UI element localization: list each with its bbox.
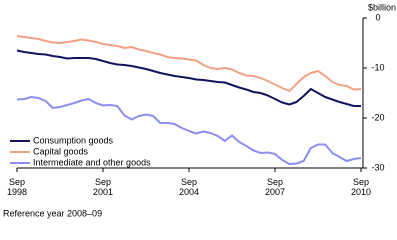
series-line — [16, 49, 361, 107]
chart: $billion Reference year 2008–09 0 -10 -20 -… — [3, 2, 396, 218]
x-tick-label: Sep 2010 — [350, 177, 372, 197]
legend-label: Capital goods — [33, 146, 89, 156]
y-tick-label: -30 — [371, 162, 384, 172]
series-line — [16, 96, 362, 165]
footnote: Reference year 2008–09 — [3, 208, 102, 218]
y-tick-label: -20 — [371, 112, 384, 122]
x-tick-label: Sep 2004 — [178, 177, 200, 197]
y-tick-label: -10 — [371, 62, 384, 72]
chart-svg: $billion Reference year 2008–09 0 -10 -20 -… — [3, 2, 396, 218]
x-tick-label: Sep 2007 — [264, 177, 286, 197]
series-line — [16, 35, 362, 92]
y-tick-label: 0 — [375, 12, 380, 22]
x-tick-label: Sep 1998 — [6, 177, 28, 197]
legend-label: Intermediate and other goods — [33, 157, 151, 167]
x-tick-label: Sep 2001 — [92, 177, 114, 197]
y-axis-unit: $billion — [368, 2, 396, 12]
legend-label: Consumption goods — [33, 135, 114, 145]
